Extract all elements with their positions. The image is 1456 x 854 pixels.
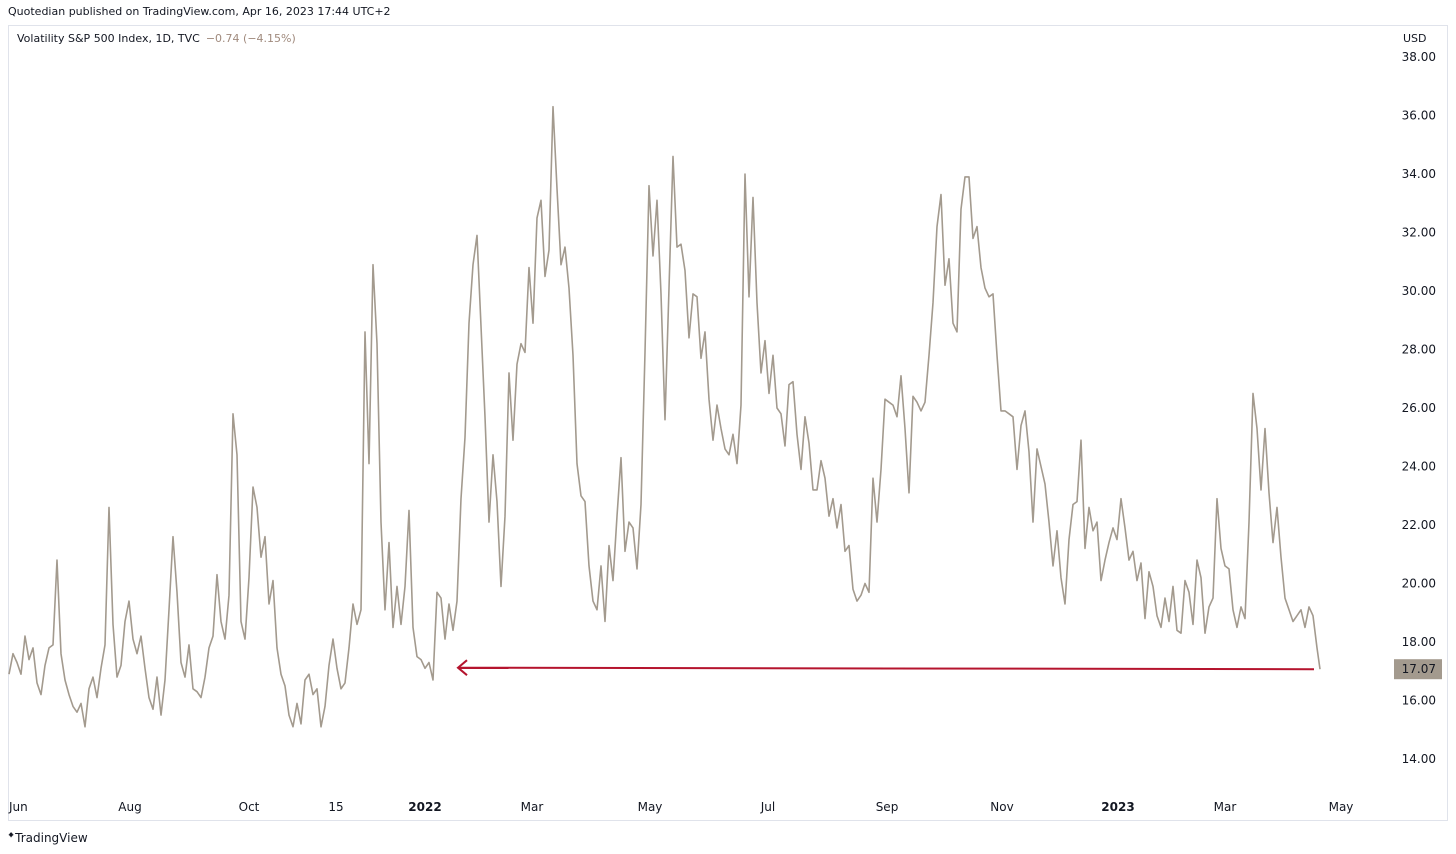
tradingview-logo-icon: 𝄌	[9, 830, 13, 844]
x-axis-ticks: Jun Aug Oct 15 2022 Mar May Jul Sep Nov 2023 Mar May	[8, 800, 1353, 814]
tradingview-footer[interactable]: 𝄌 TradingView	[9, 830, 88, 845]
y-tick-label: 24.00	[1402, 460, 1436, 474]
chart-frame	[8, 25, 1448, 821]
y-tick-label: 18.00	[1402, 635, 1436, 649]
x-tick-label: Mar	[1214, 800, 1237, 814]
y-axis-ticks: 14.00 16.00 18.00 20.00 22.00 24.00 26.00 28.00…	[1402, 50, 1436, 766]
symbol-label: Volatility S&P 500 Index, 1D, TVC	[17, 32, 200, 45]
published-header: Quotedian published on TradingView.com, …	[8, 5, 391, 18]
y-tick-label: 14.00	[1402, 752, 1436, 766]
arrow-head	[456, 659, 468, 676]
x-tick-label: Sep	[876, 800, 899, 814]
last-price-tag: 17.07	[1394, 659, 1442, 680]
y-tick-label: 30.00	[1402, 284, 1436, 298]
currency-label: USD	[1403, 32, 1427, 45]
vix-price-line	[8, 105, 1321, 728]
y-tick-label: 26.00	[1402, 401, 1436, 415]
x-tick-label: 15	[328, 800, 343, 814]
x-tick-label: May	[638, 800, 663, 814]
x-tick-label: May	[1329, 800, 1354, 814]
x-tick-label: Jun	[8, 800, 28, 814]
y-tick-label: 32.00	[1402, 226, 1436, 240]
x-tick-label: Oct	[239, 800, 260, 814]
y-tick-label: 22.00	[1402, 518, 1436, 532]
symbol-legend[interactable]: Volatility S&P 500 Index, 1D, TVC −0.74 (…	[17, 32, 296, 45]
y-tick-label: 38.00	[1402, 50, 1436, 64]
change-label: −0.74 (−4.15%)	[205, 32, 296, 45]
x-tick-label: Nov	[990, 800, 1013, 814]
x-tick-label: 2023	[1101, 800, 1134, 814]
y-tick-label: 34.00	[1402, 167, 1436, 181]
x-tick-label: Aug	[118, 800, 141, 814]
x-tick-label: Jul	[760, 800, 775, 814]
y-tick-label: 20.00	[1402, 577, 1436, 591]
price-tag-bg	[1394, 659, 1442, 680]
y-tick-label: 36.00	[1402, 109, 1436, 123]
x-tick-label: 2022	[408, 800, 441, 814]
support-arrow-annotation	[456, 659, 1315, 676]
price-tag-label: 17.07	[1402, 662, 1436, 676]
x-tick-label: Mar	[521, 800, 544, 814]
y-tick-label: 16.00	[1402, 694, 1436, 708]
arrow-line[interactable]	[457, 666, 1315, 671]
brand-label: TradingView	[15, 830, 88, 845]
y-tick-label: 28.00	[1402, 343, 1436, 357]
